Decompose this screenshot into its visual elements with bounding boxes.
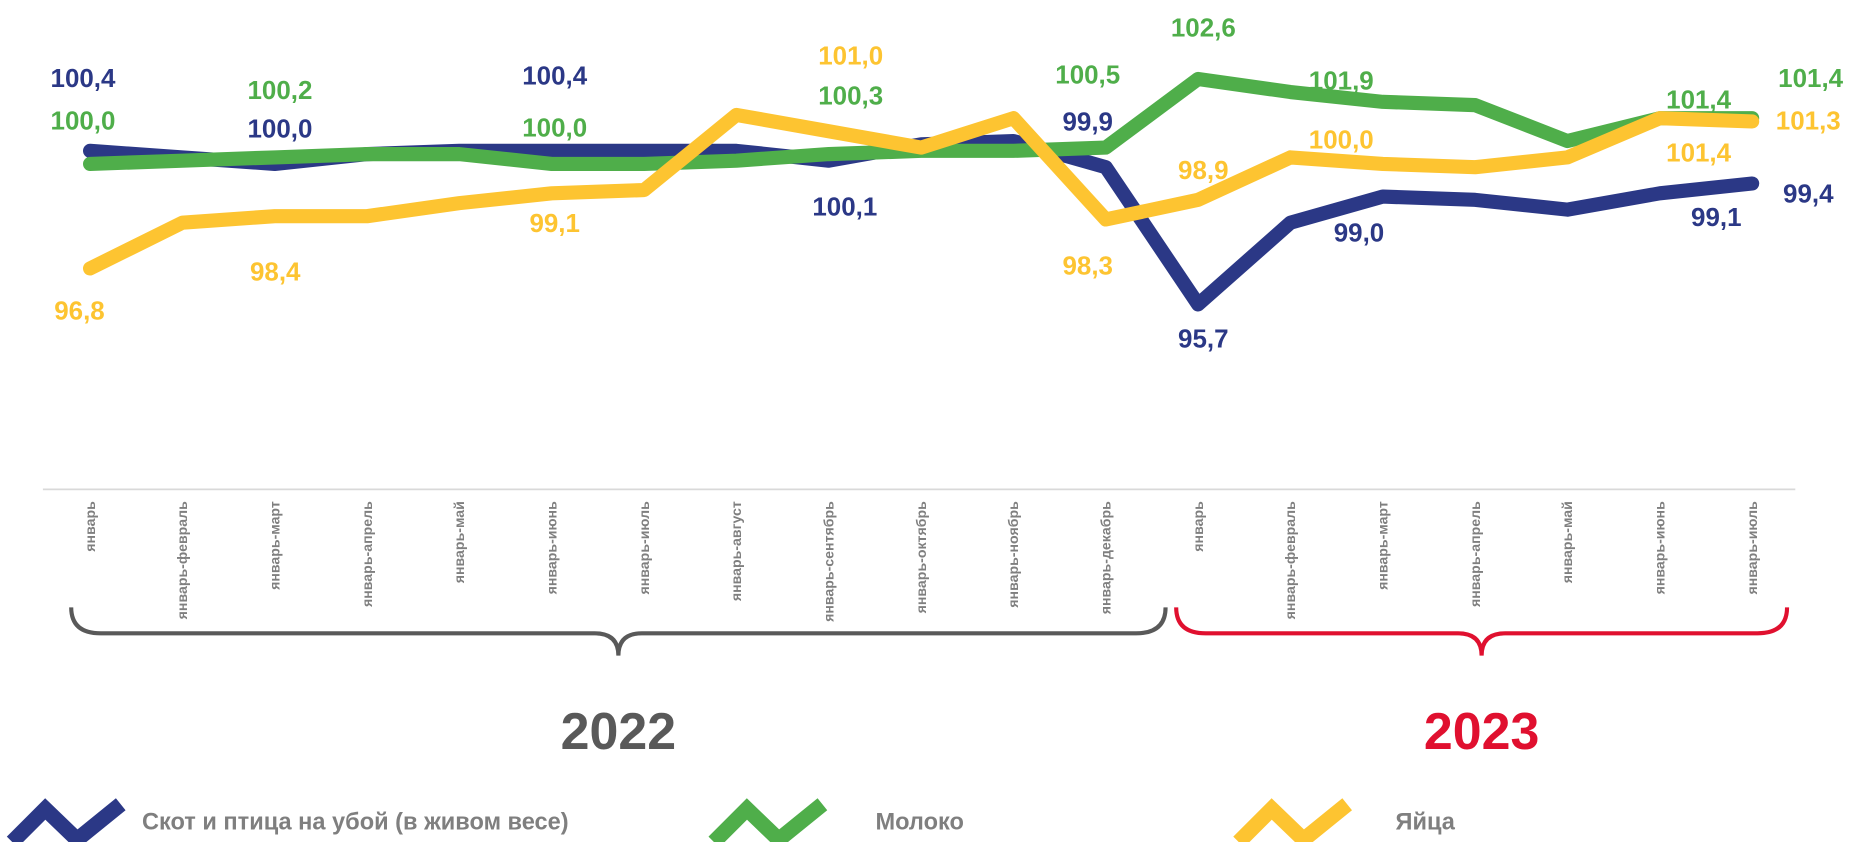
x-tick-label: январь-сентябрь [820, 501, 836, 622]
data-label: 99,1 [529, 210, 579, 238]
x-tick-label: январь-август [728, 501, 744, 601]
data-label: 100,4 [522, 63, 587, 91]
data-label: 101,4 [1666, 139, 1731, 167]
legend-label: Скот и птица на убой (в живом весе) [142, 808, 569, 834]
data-label: 102,6 [1171, 14, 1236, 42]
data-label: 100,0 [51, 108, 116, 136]
period-label: 2022 [561, 702, 676, 760]
data-label: 100,5 [1055, 62, 1120, 90]
data-label: 99,4 [1783, 181, 1834, 209]
x-tick-label: январь-март [266, 501, 282, 590]
legend-swatch [1233, 798, 1353, 842]
legend-swatch [708, 798, 828, 842]
x-tick-label: январь-май [1559, 501, 1575, 583]
period-brace [69, 607, 1168, 656]
data-label: 99,9 [1062, 109, 1112, 137]
legend-swatch [6, 798, 126, 842]
x-tick-label: январь-апрель [359, 501, 375, 607]
data-label: 100,2 [247, 77, 312, 105]
data-label: 98,9 [1178, 157, 1228, 185]
data-label: 98,3 [1062, 253, 1112, 281]
x-tick-label: январь-декабрь [1097, 501, 1113, 614]
x-tick-label: январь-март [1375, 501, 1391, 590]
data-label: 96,8 [54, 297, 104, 325]
data-label: 101,9 [1309, 67, 1374, 95]
x-tick-label: январь-ноябрь [1005, 501, 1021, 608]
data-label: 101,3 [1776, 108, 1841, 136]
x-tick-label: январь-февраль [174, 501, 190, 619]
x-tick-label: январь-февраль [1282, 501, 1298, 619]
data-label: 101,4 [1666, 86, 1731, 114]
x-tick-label: январь-июль [636, 501, 652, 595]
data-label: 95,7 [1178, 326, 1228, 354]
data-label: 99,0 [1334, 220, 1384, 248]
data-label: 98,4 [250, 258, 301, 286]
period-brace [1174, 607, 1790, 656]
data-label: 101,0 [818, 43, 883, 71]
legend-label: Яйца [1396, 808, 1456, 834]
period-label: 2023 [1424, 702, 1539, 760]
data-label: 100,3 [818, 83, 883, 111]
x-tick-label: январь [82, 501, 98, 552]
data-label: 101,4 [1778, 65, 1843, 93]
data-label: 100,0 [247, 116, 312, 144]
x-tick-label: январь-апрель [1467, 501, 1483, 607]
x-tick-label: январь-июнь [543, 501, 559, 595]
x-tick-label: январь-май [451, 501, 467, 583]
series-line [82, 107, 1760, 276]
legend-label: Молоко [875, 808, 963, 834]
x-tick-label: январь-октябрь [913, 501, 929, 613]
x-tick-label: январь [1190, 501, 1206, 552]
x-tick-label: январь-июнь [1652, 501, 1668, 595]
data-label: 100,1 [812, 194, 877, 222]
data-label: 100,4 [51, 65, 116, 93]
data-label: 99,1 [1691, 204, 1741, 232]
x-tick-label: январь-июль [1744, 501, 1760, 595]
data-label: 100,0 [1309, 126, 1374, 154]
data-label: 100,0 [522, 115, 587, 143]
